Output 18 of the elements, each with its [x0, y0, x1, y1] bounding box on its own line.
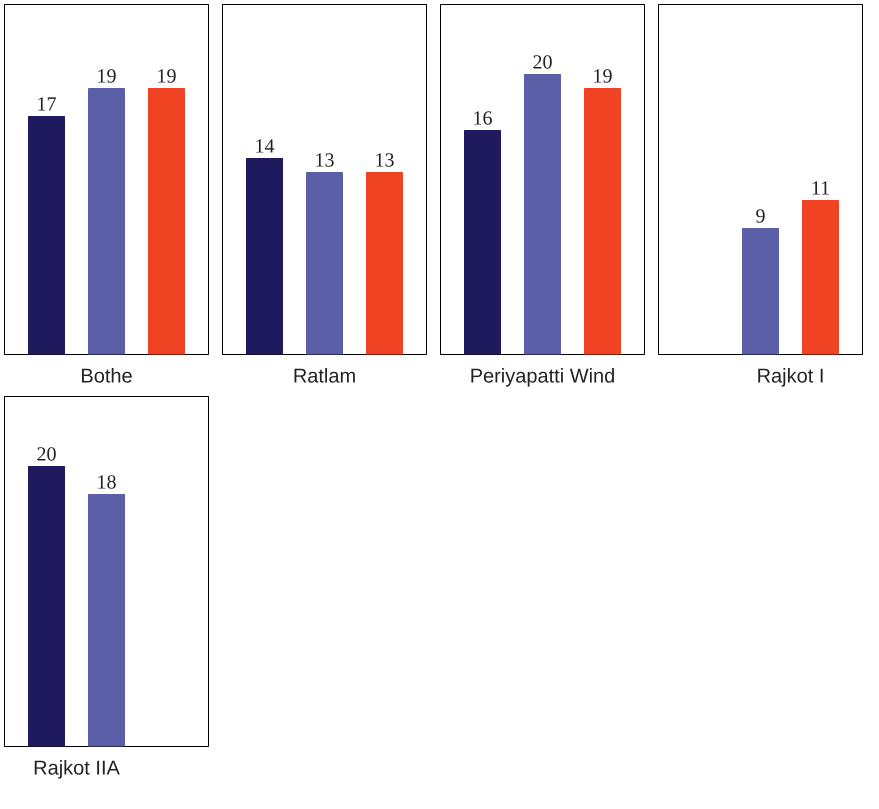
data-label: 19 — [156, 66, 176, 88]
x-tick-label: Rajkot IIA — [33, 758, 121, 780]
data-label: 13 — [314, 150, 334, 172]
x-tick-label: Rajkot I — [756, 366, 824, 388]
data-label: 18 — [96, 472, 116, 494]
x-tick-label: Ratlam — [292, 366, 356, 388]
data-label: 11 — [810, 178, 830, 200]
x-tick-label: Periyapatti Wind — [470, 366, 616, 388]
data-label: 20 — [532, 52, 552, 74]
data-label: 19 — [592, 66, 612, 88]
data-label: 9 — [756, 206, 766, 228]
data-label: 14 — [254, 136, 274, 158]
data-label: 13 — [374, 150, 394, 172]
data-label: 17 — [36, 94, 56, 116]
data-label: 19 — [96, 66, 116, 88]
data-label: 20 — [36, 444, 56, 466]
x-tick-label: Bothe — [80, 366, 133, 388]
data-label: 16 — [472, 108, 492, 130]
